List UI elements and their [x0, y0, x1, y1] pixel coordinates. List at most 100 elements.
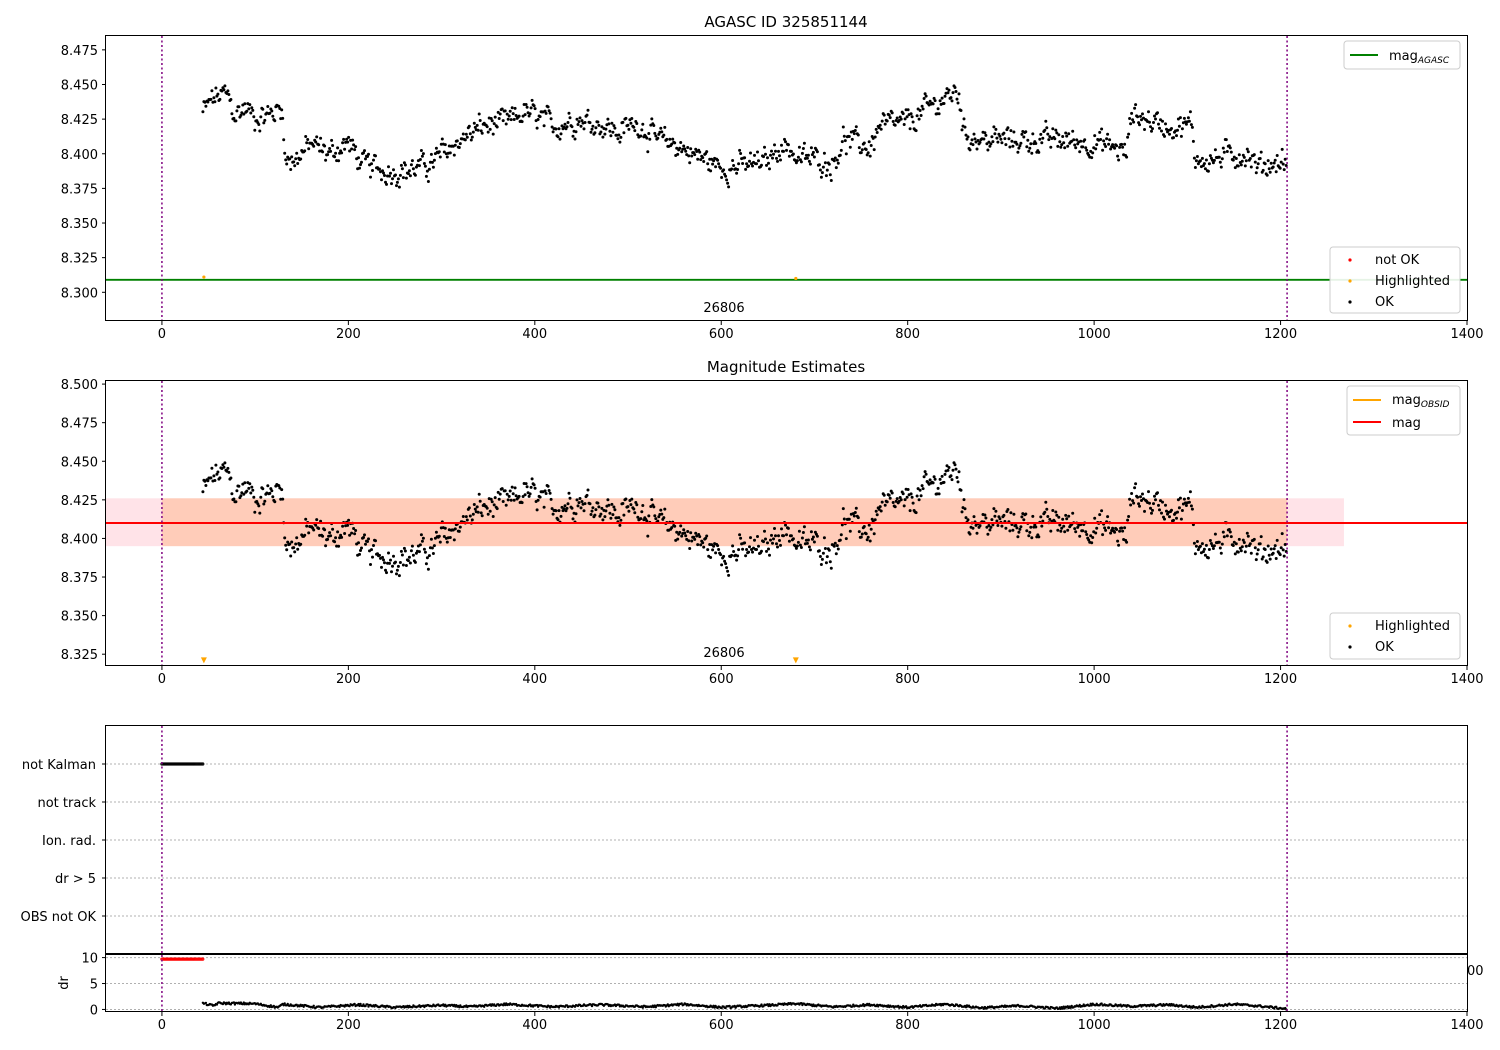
data-point-ok [1031, 514, 1035, 518]
data-point-ok [738, 533, 742, 537]
flag-label: not track [37, 796, 96, 811]
data-point-ok [668, 137, 672, 141]
data-point-ok [866, 151, 870, 155]
data-point-ok [422, 547, 426, 551]
data-point-ok [369, 563, 372, 566]
data-point-ok [1259, 535, 1263, 539]
data-point-ok [933, 99, 937, 103]
data-point-ok [751, 164, 754, 168]
data-point-ok [1056, 528, 1060, 532]
data-point-ok [1134, 482, 1138, 486]
data-point-ok [1017, 530, 1021, 534]
data-point-ok [496, 490, 500, 494]
data-point-ok [562, 507, 566, 511]
data-point-ok [968, 148, 972, 152]
data-point-ok [1172, 518, 1175, 522]
data-point-ok [1061, 135, 1065, 138]
data-point-ok [366, 540, 369, 543]
data-point-ok [1204, 543, 1208, 547]
data-point-ok [1049, 529, 1053, 533]
data-point-ok [859, 151, 863, 155]
data-point-ok [307, 147, 311, 151]
dr-point [641, 1006, 644, 1009]
data-point-ok [942, 480, 946, 484]
data-point-ok [706, 548, 710, 552]
data-point-ok [630, 117, 634, 120]
data-point-ok [1242, 155, 1246, 159]
data-point-ok [204, 484, 208, 487]
data-point-ok [890, 491, 894, 495]
data-point-ok [527, 494, 531, 498]
data-point-ok [755, 162, 758, 166]
data-point-ok [1182, 116, 1186, 120]
legend-ok-marker [1348, 300, 1352, 304]
data-point-ok [554, 509, 558, 513]
data-point-ok [1280, 532, 1284, 536]
data-point-ok [825, 555, 829, 559]
x-tick-label: 800 [895, 327, 920, 342]
data-point-ok [1018, 527, 1022, 531]
data-point-ok [563, 122, 567, 126]
data-point-ok [1168, 132, 1171, 136]
data-point-ok [1055, 513, 1059, 517]
data-point-ok [1073, 143, 1077, 147]
data-point-ok [909, 112, 913, 116]
data-point-ok [293, 550, 297, 554]
data-point-ok [1022, 518, 1026, 522]
data-point-ok [771, 541, 774, 545]
data-point-ok [1060, 143, 1064, 147]
data-point-ok [823, 161, 827, 165]
data-point-ok [453, 527, 457, 531]
data-point-ok [1279, 546, 1283, 550]
data-point-ok [289, 554, 293, 558]
data-point-ok [955, 476, 959, 479]
data-point-ok [594, 508, 598, 512]
data-point-ok [307, 531, 311, 535]
data-point-ok [662, 516, 666, 520]
legend-highlighted-label: Highlighted [1375, 274, 1450, 289]
data-point-ok [820, 557, 824, 561]
data-point-ok [653, 514, 657, 518]
data-point-ok [906, 108, 910, 112]
data-point-ok [549, 497, 553, 501]
data-point-ok [232, 497, 236, 501]
data-point-ok [635, 503, 639, 507]
data-point-ok [1095, 526, 1099, 530]
data-point-ok [490, 500, 494, 504]
data-point-ok [1227, 528, 1231, 531]
y-tick-label: 8.450 [61, 455, 98, 470]
data-point-ok [408, 174, 412, 178]
data-point-ok [250, 485, 254, 489]
data-point-ok [1240, 545, 1244, 549]
data-point-ok [551, 130, 555, 134]
data-point-ok [399, 163, 403, 167]
data-point-ok [786, 526, 790, 530]
data-point-ok [480, 131, 484, 135]
data-point-ok [1193, 552, 1197, 556]
data-point-ok [331, 527, 335, 531]
data-point-ok [1115, 528, 1119, 531]
data-point-ok [471, 130, 475, 134]
data-point-ok [722, 168, 726, 172]
data-point-ok [372, 158, 375, 162]
data-point-ok [1034, 142, 1038, 145]
data-point-ok [645, 136, 649, 140]
y-tick-label: 8.400 [61, 532, 98, 547]
data-point-ok [953, 86, 957, 89]
data-point-ok [1201, 550, 1205, 554]
data-point-ok [470, 518, 474, 522]
dr-point [1066, 1005, 1069, 1008]
data-point-ok [741, 547, 745, 551]
data-point-ok [1067, 514, 1071, 518]
dr-point [862, 1003, 865, 1006]
data-point-ok [1151, 127, 1154, 131]
data-point-ok [1258, 542, 1262, 546]
data-point-ok [950, 99, 954, 103]
data-point-ok [465, 135, 469, 139]
data-point-ok [1111, 143, 1115, 147]
data-point-ok [991, 140, 995, 144]
data-point-ok [406, 559, 410, 563]
data-point-ok [292, 160, 296, 164]
x-tick-label: 600 [709, 672, 734, 687]
data-point-ok [763, 529, 766, 533]
